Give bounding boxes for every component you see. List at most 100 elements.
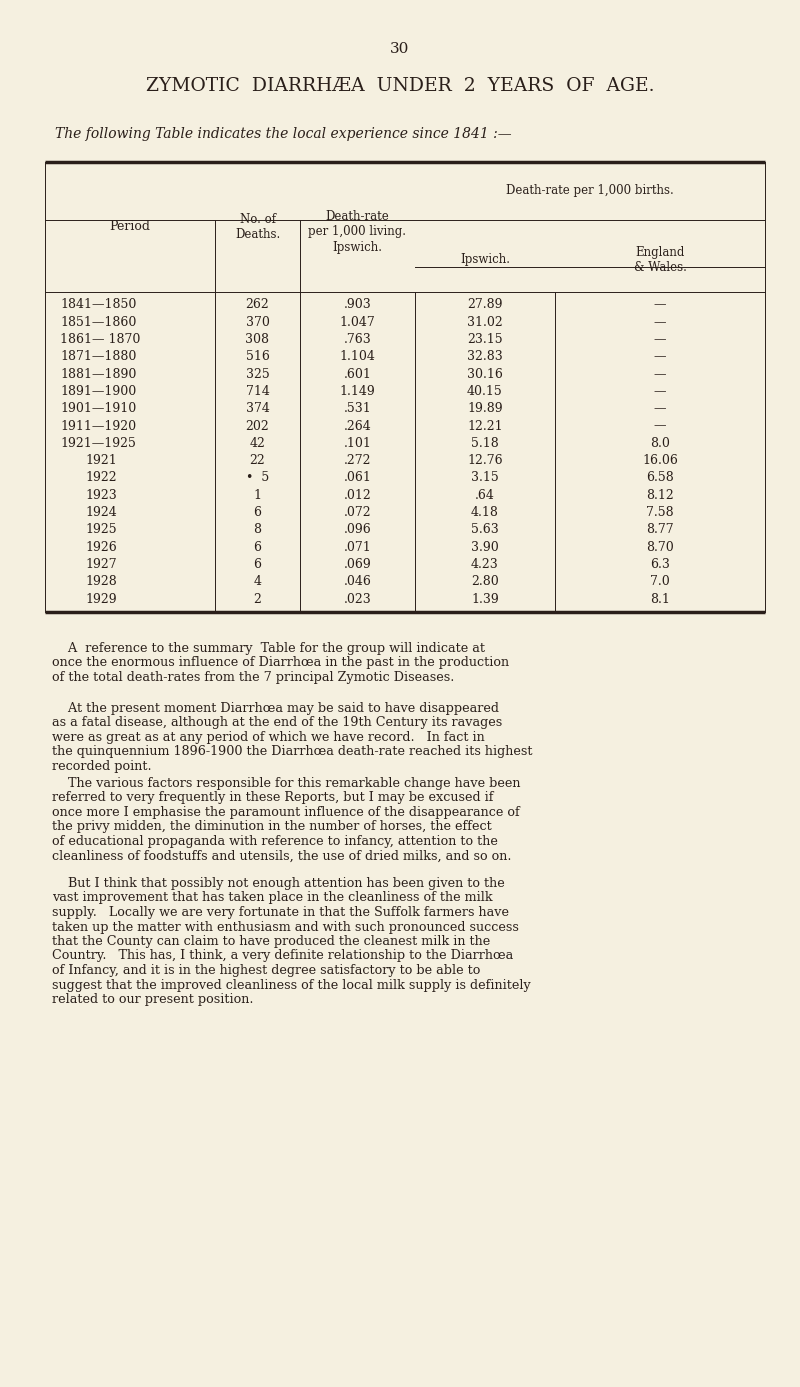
Text: referred to very frequently in these Reports, but I may be excused if: referred to very frequently in these Rep…	[52, 792, 494, 804]
Text: .072: .072	[344, 506, 371, 519]
Text: Ipswich.: Ipswich.	[460, 254, 510, 266]
Text: Death-rate
per 1,000 living.
Ipswich.: Death-rate per 1,000 living. Ipswich.	[309, 211, 406, 254]
Text: 22: 22	[250, 454, 266, 467]
Text: 1881—1890: 1881—1890	[60, 368, 136, 380]
Text: 4: 4	[254, 576, 262, 588]
Text: Country.   This has, I think, a very definite relationship to the Diarrhœa: Country. This has, I think, a very defin…	[52, 950, 514, 963]
Text: 1: 1	[254, 488, 262, 502]
Text: 714: 714	[246, 386, 270, 398]
Text: as a fatal disease, although at the end of the 19th Century its ravages: as a fatal disease, although at the end …	[52, 717, 502, 730]
Text: .012: .012	[344, 488, 371, 502]
Text: 1922: 1922	[85, 472, 117, 484]
Text: 1841—1850: 1841—1850	[60, 298, 136, 312]
Text: .061: .061	[343, 472, 371, 484]
Text: vast improvement that has taken place in the cleanliness of the milk: vast improvement that has taken place in…	[52, 892, 493, 904]
Text: —: —	[654, 298, 666, 312]
Text: related to our present position.: related to our present position.	[52, 993, 254, 1006]
Text: 1924: 1924	[85, 506, 117, 519]
Text: 23.15: 23.15	[467, 333, 503, 347]
Text: 1851—1860: 1851—1860	[60, 316, 136, 329]
Text: 2.80: 2.80	[471, 576, 499, 588]
Text: 308: 308	[246, 333, 270, 347]
Text: No. of
Deaths.: No. of Deaths.	[235, 214, 280, 241]
Text: 31.02: 31.02	[467, 316, 503, 329]
Text: —: —	[654, 316, 666, 329]
Text: 1.149: 1.149	[340, 386, 375, 398]
Text: The following Table indicates the local experience since 1841 :—: The following Table indicates the local …	[55, 128, 512, 141]
Text: .531: .531	[344, 402, 371, 415]
Text: 1921: 1921	[85, 454, 117, 467]
Text: 4.23: 4.23	[471, 558, 499, 571]
Text: 1.39: 1.39	[471, 592, 499, 606]
Text: 370: 370	[246, 316, 270, 329]
Text: At the present moment Diarrhœa may be said to have disappeared: At the present moment Diarrhœa may be sa…	[52, 702, 499, 716]
Text: —: —	[654, 419, 666, 433]
Text: 5.18: 5.18	[471, 437, 499, 449]
Text: 16.06: 16.06	[642, 454, 678, 467]
Text: 325: 325	[246, 368, 270, 380]
Text: Period: Period	[110, 221, 150, 233]
Text: 30.16: 30.16	[467, 368, 503, 380]
Text: 1861— 1870: 1861— 1870	[60, 333, 140, 347]
Text: the quinquennium 1896-1900 the Diarrhœa death-rate reached its highest: the quinquennium 1896-1900 the Diarrhœa …	[52, 745, 533, 759]
Text: •  5: • 5	[246, 472, 269, 484]
Text: recorded point.: recorded point.	[52, 760, 152, 773]
Text: 6: 6	[254, 506, 262, 519]
Text: 1911—1920: 1911—1920	[60, 419, 136, 433]
Text: .101: .101	[343, 437, 371, 449]
Text: 8.1: 8.1	[650, 592, 670, 606]
Text: 19.89: 19.89	[467, 402, 503, 415]
Text: 7.58: 7.58	[646, 506, 674, 519]
Text: 1928: 1928	[85, 576, 117, 588]
Text: taken up the matter with enthusiasm and with such pronounced success: taken up the matter with enthusiasm and …	[52, 921, 519, 933]
Text: 516: 516	[246, 351, 270, 363]
Text: the privy midden, the diminution in the number of horses, the effect: the privy midden, the diminution in the …	[52, 821, 492, 834]
Text: —: —	[654, 351, 666, 363]
Text: .023: .023	[344, 592, 371, 606]
Text: .601: .601	[343, 368, 371, 380]
Text: A  reference to the summary  Table for the group will indicate at: A reference to the summary Table for the…	[52, 642, 485, 655]
Text: 7.0: 7.0	[650, 576, 670, 588]
Text: 3.90: 3.90	[471, 541, 499, 553]
Text: 1925: 1925	[85, 523, 117, 537]
Text: supply.   Locally we are very fortunate in that the Suffolk farmers have: supply. Locally we are very fortunate in…	[52, 906, 509, 920]
Text: cleanliness of foodstuffs and utensils, the use of dried milks, and so on.: cleanliness of foodstuffs and utensils, …	[52, 849, 511, 863]
Text: 6: 6	[254, 558, 262, 571]
Text: 40.15: 40.15	[467, 386, 503, 398]
Text: 3.15: 3.15	[471, 472, 499, 484]
Text: 202: 202	[246, 419, 270, 433]
Text: once the enormous influence of Diarrhœa in the past in the production: once the enormous influence of Diarrhœa …	[52, 656, 509, 670]
Text: .264: .264	[344, 419, 371, 433]
Text: .069: .069	[344, 558, 371, 571]
Text: 1921—1925: 1921—1925	[60, 437, 136, 449]
Text: 4.18: 4.18	[471, 506, 499, 519]
Text: —: —	[654, 368, 666, 380]
Text: 5.63: 5.63	[471, 523, 499, 537]
Text: —: —	[654, 402, 666, 415]
Text: 8: 8	[254, 523, 262, 537]
Text: 8.70: 8.70	[646, 541, 674, 553]
Text: The various factors responsible for this remarkable change have been: The various factors responsible for this…	[52, 777, 521, 791]
Text: 1927: 1927	[85, 558, 117, 571]
Text: .64: .64	[475, 488, 495, 502]
Text: ZYMOTIC  DIARRHÆA  UNDER  2  YEARS  OF  AGE.: ZYMOTIC DIARRHÆA UNDER 2 YEARS OF AGE.	[146, 78, 654, 94]
Text: 1929: 1929	[85, 592, 117, 606]
Text: Death-rate per 1,000 births.: Death-rate per 1,000 births.	[506, 184, 674, 197]
Text: 6.3: 6.3	[650, 558, 670, 571]
Text: were as great as at any period of which we have record.   In fact in: were as great as at any period of which …	[52, 731, 485, 743]
Text: 6: 6	[254, 541, 262, 553]
Text: of the total death-rates from the 7 principal Zymotic Diseases.: of the total death-rates from the 7 prin…	[52, 671, 454, 684]
Text: 1923: 1923	[85, 488, 117, 502]
Text: of educational propaganda with reference to infancy, attention to the: of educational propaganda with reference…	[52, 835, 498, 847]
Text: 374: 374	[246, 402, 270, 415]
Text: 1926: 1926	[85, 541, 117, 553]
Text: 12.21: 12.21	[467, 419, 503, 433]
Text: of Infancy, and it is in the highest degree satisfactory to be able to: of Infancy, and it is in the highest deg…	[52, 964, 480, 976]
Text: —: —	[654, 386, 666, 398]
Text: .272: .272	[344, 454, 371, 467]
Text: England
& Wales.: England & Wales.	[634, 245, 686, 275]
Text: 30: 30	[390, 42, 410, 55]
Text: suggest that the improved cleanliness of the local milk supply is definitely: suggest that the improved cleanliness of…	[52, 978, 530, 992]
Text: 1871—1880: 1871—1880	[60, 351, 136, 363]
Text: 1901—1910: 1901—1910	[60, 402, 136, 415]
